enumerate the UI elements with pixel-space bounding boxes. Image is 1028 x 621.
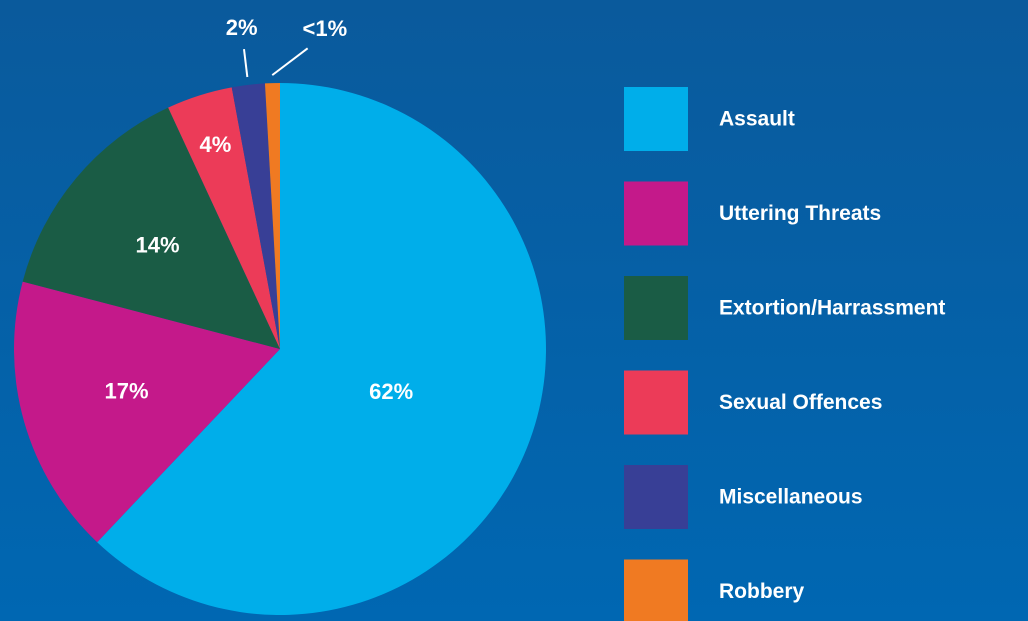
data-label: 4% — [200, 132, 232, 157]
pie-slice — [264, 83, 280, 349]
legend-swatch — [624, 465, 688, 529]
legend-label: Sexual Offences — [719, 391, 882, 414]
pie: 62% 17% 14% 4% 2% <1% — [13, 15, 546, 616]
legend-swatch — [624, 181, 688, 246]
data-label: 62% — [369, 379, 413, 404]
leader-line — [243, 49, 249, 78]
legend-swatch — [624, 559, 688, 621]
legend-label: Miscellaneous — [719, 486, 863, 509]
pie-slice — [231, 83, 280, 350]
pie-slice — [168, 87, 280, 350]
data-label: <1% — [303, 16, 348, 41]
legend: Assault Uttering Threats Extortion/Harrass… — [624, 87, 945, 621]
leader-line — [271, 47, 309, 76]
pie-slice — [97, 83, 546, 616]
data-label: 2% — [226, 15, 258, 40]
data-label: 14% — [136, 232, 180, 257]
legend-swatch — [624, 276, 688, 340]
legend-label: Assault — [719, 108, 795, 131]
legend-label: Uttering Threats — [719, 202, 881, 225]
data-label: 17% — [105, 379, 149, 404]
legend-swatch — [624, 87, 688, 151]
pie-slice — [22, 107, 280, 350]
legend-label: Robbery — [719, 580, 805, 603]
pie-slice — [13, 281, 280, 543]
legend-label: Extortion/Harrassment — [719, 297, 945, 320]
legend-swatch — [624, 370, 688, 435]
